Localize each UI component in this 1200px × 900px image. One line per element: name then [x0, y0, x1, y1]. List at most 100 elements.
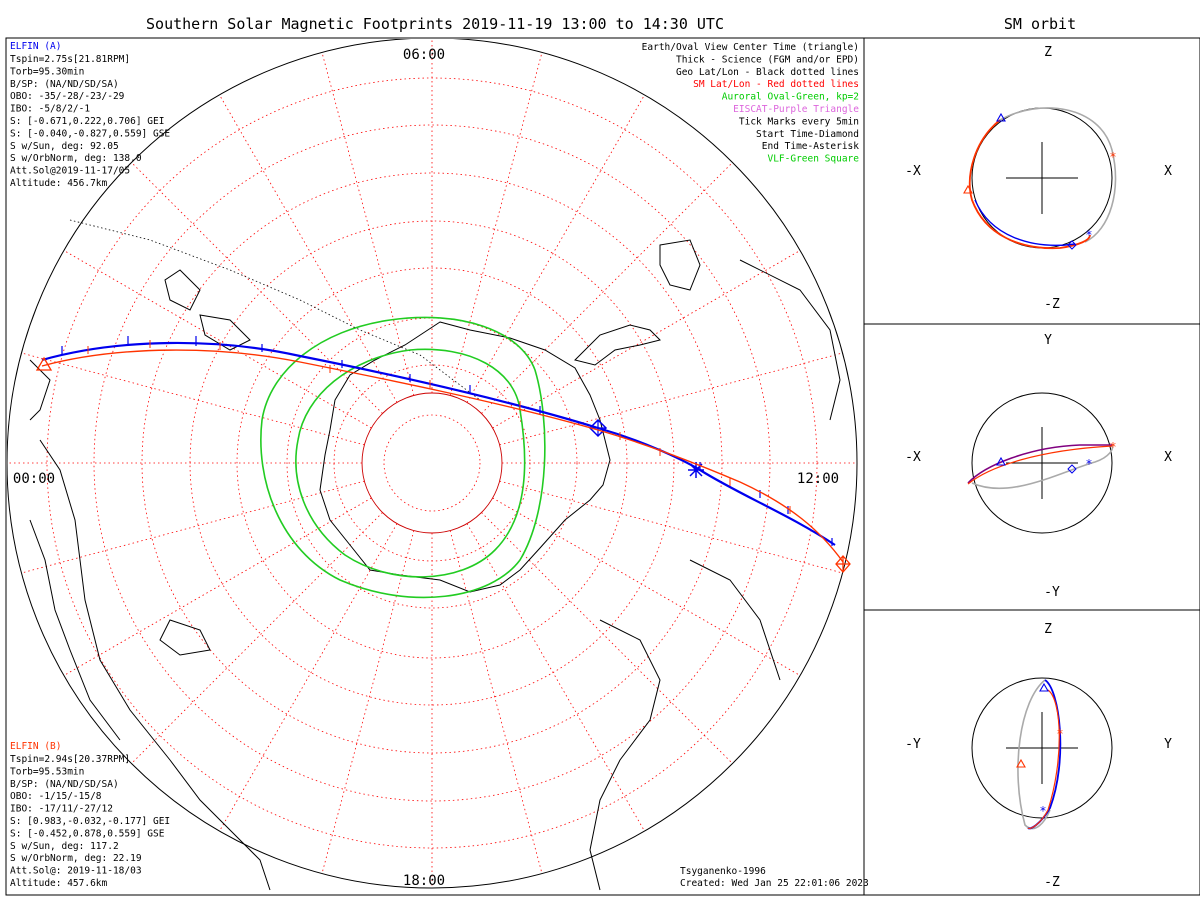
- axis-label-yz-left: -Y: [905, 737, 921, 752]
- elfin-b-info-line: S: [-0.452,0.878,0.559] GSE: [10, 828, 165, 839]
- auroral-oval-outer: [260, 316, 546, 599]
- orbit-panel-xy: Y -Y -X X * *: [905, 333, 1172, 600]
- orbit-panel-xz-frame: [863, 37, 1200, 325]
- sm-meridian-line: [492, 250, 801, 429]
- svg-text:*: *: [1085, 457, 1092, 471]
- orbit-panel-xz: Z -Z -X X * *: [905, 45, 1172, 312]
- elfin-b-info-line: OBO: -1/15/-15/8: [10, 791, 102, 802]
- axis-label-yz-bottom: -Z: [1044, 875, 1060, 890]
- elfin-a-end-asterisk: [688, 462, 704, 478]
- elfin-b-title: ELFIN (B): [10, 741, 61, 752]
- sm-longitude-lines: [7, 39, 857, 888]
- sm-meridian-line: [131, 512, 383, 764]
- axis-label-xy-top: Y: [1044, 333, 1052, 348]
- main-title: Southern Solar Magnetic Footprints 2019-…: [146, 15, 724, 33]
- legend-item: Tick Marks every 5min: [739, 116, 859, 127]
- axis-label-xy-right: X: [1164, 450, 1172, 465]
- axis-label-xz-top: Z: [1044, 45, 1052, 60]
- orbit-panel-yz-frame: [863, 609, 1200, 896]
- elfin-b-info-line: B/SP: (NA/ND/SD/SA): [10, 779, 119, 790]
- elfin-b-info-line: Att.Sol@: 2019-11-18/03: [10, 866, 142, 877]
- clock-label-18: 18:00: [403, 873, 445, 889]
- svg-text:*: *: [1085, 228, 1092, 242]
- elfin-b-info-line: S: [0.983,-0.032,-0.177] GEI: [10, 816, 170, 827]
- axis-label-yz-top: Z: [1044, 622, 1052, 637]
- legend-item: Earth/Oval View Center Time (triangle): [642, 42, 859, 53]
- elfin-b-info: ELFIN (B) Tspin=2.94s[20.37RPM]Torb=95.5…: [10, 741, 170, 889]
- axis-label-xz-left: -X: [905, 164, 921, 179]
- sm-meridian-line: [21, 480, 365, 574]
- model-label: Tsyganenko-1996: [680, 866, 766, 877]
- auroral-oval-inner: [295, 348, 526, 578]
- axes-cross-yz: [1006, 712, 1078, 784]
- continent-coastlines: [29, 239, 841, 891]
- elfin-a-info-line: OBO: -35/-28/-23/-29: [10, 91, 125, 102]
- axis-label-xz-right: X: [1164, 164, 1172, 179]
- axis-label-xz-bottom: -Z: [1044, 297, 1060, 312]
- sm-meridian-line: [481, 512, 733, 764]
- axes-cross-xz: [1006, 142, 1078, 214]
- legend-item: Start Time-Diamond: [756, 129, 859, 140]
- clock-label-06: 06:00: [403, 47, 445, 63]
- elfin-a-info: ELFIN (A) Tspin=2.75s[21.81RPM]Torb=95.3…: [10, 41, 170, 189]
- elfin-b-end-diamond: [835, 555, 851, 573]
- elfin-b-footprint-track: [35, 340, 851, 573]
- legend-item: Geo Lat/Lon - Black dotted lines: [676, 67, 859, 78]
- orbit-panel-xy-frame: [863, 323, 1200, 611]
- sm-meridian-line: [21, 352, 365, 446]
- elfin-b-info-line: Torb=95.53min: [10, 766, 84, 777]
- axis-label-yz-right: Y: [1164, 737, 1172, 752]
- elfin-a-info-line: IBO: -5/8/2/-1: [10, 104, 90, 115]
- clock-label-00: 00:00: [13, 471, 55, 487]
- elfin-a-info-lines: Tspin=2.75s[21.81RPM]Torb=95.30min B/SP: …: [10, 54, 170, 189]
- sm-meridian-line: [466, 523, 645, 832]
- elfin-b-info-line: Tspin=2.94s[20.37RPM]: [10, 754, 130, 765]
- orbit-panel-yz: Z -Z -Y Y * *: [905, 622, 1172, 890]
- elfin-b-info-line: S w/Sun, deg: 117.2: [10, 841, 119, 852]
- svg-text:*: *: [1039, 804, 1046, 818]
- svg-text:*: *: [1056, 727, 1063, 741]
- legend-item: Thick - Science (FGM and/or EPD): [676, 54, 859, 65]
- elfin-a-info-line: S w/Sun, deg: 92.05: [10, 141, 119, 152]
- created-label: Created: Wed Jan 25 22:01:06 2023: [680, 878, 869, 889]
- axis-label-xy-bottom: -Y: [1044, 585, 1060, 600]
- legend-item: End Time-Asterisk: [762, 141, 860, 152]
- earth-outline-xy: [971, 392, 1113, 534]
- svg-text:*: *: [1109, 150, 1116, 164]
- elfin-a-info-line: S: [-0.040,-0.827,0.559] GSE: [10, 128, 170, 139]
- elfin-a-info-line: Altitude: 456.7km: [10, 178, 108, 189]
- sm-meridian-line: [63, 497, 372, 676]
- elfin-a-footprint-track: [41, 336, 836, 546]
- elfin-a-info-line: S w/OrbNorm, deg: 138.0: [10, 153, 142, 164]
- elfin-a-start-diamond: [588, 418, 608, 438]
- legend-item: VLF-Green Square: [767, 154, 859, 165]
- geo-dotted-reference-line: [69, 219, 481, 401]
- elfin-a-info-line: S: [-0.671,0.222,0.706] GEI: [10, 116, 164, 127]
- sm-meridian-line: [499, 480, 843, 574]
- sm-inner-circle: [361, 392, 503, 534]
- sm-meridian-line: [449, 530, 543, 874]
- axes-cross-xy: [1006, 427, 1078, 499]
- sm-meridian-line: [481, 162, 733, 414]
- legend: Earth/Oval View Center Time (triangle)Th…: [642, 42, 860, 165]
- elfin-b-info-line: S w/OrbNorm, deg: 22.19: [10, 853, 142, 864]
- orbit-title: SM orbit: [1004, 15, 1076, 33]
- sm-meridian-line: [499, 352, 843, 446]
- sm-meridian-line: [131, 162, 383, 414]
- elfin-a-title: ELFIN (A): [10, 41, 61, 52]
- legend-item: SM Lat/Lon - Red dotted lines: [693, 79, 859, 90]
- elfin-b-info-lines: Tspin=2.94s[20.37RPM]Torb=95.53min B/SP: …: [10, 754, 170, 889]
- clock-label-12: 12:00: [797, 471, 839, 487]
- elfin-a-info-line: Tspin=2.75s[21.81RPM]: [10, 54, 130, 65]
- elfin-a-info-line: Torb=95.30min: [10, 66, 84, 77]
- elfin-b-start-triangle: [35, 356, 53, 371]
- legend-item: Auroral Oval-Green, kp=2: [722, 92, 859, 103]
- elfin-b-info-line: Altitude: 457.6km: [10, 878, 108, 889]
- auroral-oval: [260, 316, 546, 599]
- sm-meridian-line: [321, 52, 415, 396]
- legend-item: EISCAT-Purple Triangle: [733, 104, 859, 115]
- sm-meridian-line: [63, 250, 372, 429]
- polar-map: 06:00 00:00 12:00 18:00: [7, 39, 858, 891]
- elfin-a-info-line: B/SP: (NA/ND/SD/SA): [10, 79, 119, 90]
